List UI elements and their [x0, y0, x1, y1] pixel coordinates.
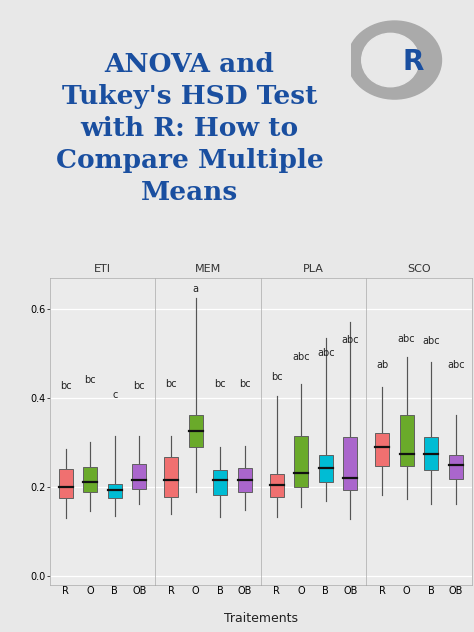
Text: ab: ab — [376, 360, 388, 370]
Bar — [83, 467, 97, 492]
Text: MEM: MEM — [195, 264, 221, 274]
Bar — [108, 483, 122, 498]
Text: bc: bc — [134, 381, 145, 391]
Text: abc: abc — [292, 353, 310, 363]
Bar — [294, 436, 308, 487]
Bar — [424, 437, 438, 470]
Text: a: a — [193, 284, 199, 294]
Text: ANOVA and
Tukey's HSD Test
with R: How to
Compare Multiple
Means: ANOVA and Tukey's HSD Test with R: How t… — [56, 52, 323, 205]
Text: bc: bc — [165, 379, 177, 389]
Ellipse shape — [347, 21, 441, 99]
Bar — [270, 473, 284, 497]
Bar — [375, 433, 389, 466]
Text: R: R — [402, 47, 424, 76]
Text: abc: abc — [341, 335, 359, 344]
Bar — [343, 437, 357, 490]
Bar — [319, 455, 333, 482]
Bar — [400, 415, 414, 466]
Text: PLA: PLA — [303, 264, 324, 274]
Bar — [448, 455, 463, 479]
Ellipse shape — [362, 33, 419, 87]
Text: c: c — [112, 390, 118, 400]
Text: ETI: ETI — [94, 264, 111, 274]
Text: abc: abc — [447, 360, 465, 370]
Bar — [237, 468, 252, 492]
Bar — [164, 457, 178, 497]
Text: bc: bc — [239, 379, 251, 389]
Bar — [59, 469, 73, 498]
Text: SCO: SCO — [407, 264, 431, 274]
Text: bc: bc — [84, 375, 96, 385]
Text: bc: bc — [60, 381, 72, 391]
Text: Traitements: Traitements — [224, 612, 298, 624]
Text: abc: abc — [317, 348, 335, 358]
Text: abc: abc — [422, 336, 440, 346]
Bar — [132, 464, 146, 489]
Text: abc: abc — [398, 334, 415, 344]
Text: bc: bc — [271, 372, 283, 382]
Text: bc: bc — [214, 379, 226, 389]
Bar — [189, 415, 203, 447]
Bar — [213, 470, 228, 495]
